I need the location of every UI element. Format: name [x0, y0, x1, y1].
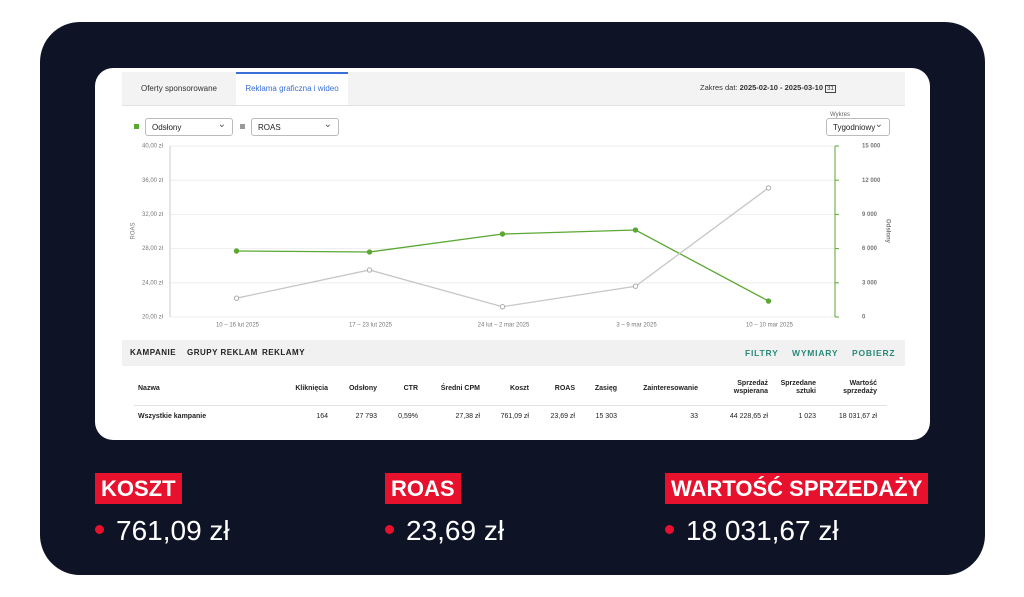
- x-tick-label: 10 – 16 lut 2025: [216, 323, 260, 329]
- cell: 18 031,67 zł: [838, 413, 877, 420]
- point: [765, 185, 772, 191]
- column-header: Sprzedaż wspierana: [733, 380, 768, 395]
- column-header: Zasięg: [594, 385, 617, 392]
- date-range[interactable]: Zakres dat: 2025-02-10 - 2025-03-10 31: [700, 83, 836, 93]
- point: [632, 283, 639, 289]
- column-header: CTR: [403, 385, 418, 392]
- y2-tick-label: 9 000: [862, 212, 878, 218]
- x-tick-label: 10 – 10 mar 2025: [746, 323, 794, 329]
- stat-value-text: 18 031,67 zł: [686, 515, 839, 546]
- column-header: Odsłony: [348, 385, 377, 392]
- metric-select[interactable]: Odsłony: [145, 116, 233, 136]
- chart-select-label: Wykres: [830, 112, 850, 118]
- y-tick-label: 36,00 zł: [142, 178, 164, 184]
- column-header: Zainteresowanie: [643, 385, 698, 392]
- column-header: Wartość sprzedaży: [843, 380, 877, 395]
- subtab[interactable]: GRUPY REKLAM: [187, 348, 258, 357]
- stat-value: 761,09 zł: [95, 515, 230, 547]
- y-axis-title: ROAS: [131, 222, 137, 239]
- point: [765, 298, 772, 304]
- cell: 164: [316, 413, 328, 420]
- card: [95, 68, 930, 440]
- cell: Wszystkie kampanie: [138, 413, 207, 420]
- column-header: Sprzedane sztuki: [780, 380, 816, 395]
- column-header: ROAS: [554, 385, 575, 392]
- y-tick-label: 40,00 zł: [142, 144, 164, 150]
- x-tick-label: 17 – 23 lut 2025: [349, 323, 393, 329]
- subtab[interactable]: KAMPANIE: [130, 348, 177, 357]
- chart: 20,00 zł 24,00 zł 28,00 zł 32,00 zł 36,00 zł…: [131, 144, 891, 329]
- point: [499, 231, 506, 237]
- tab-active[interactable]: Reklama graficzna i wideo: [236, 72, 348, 105]
- y-tick-label: 32,00 zł: [142, 212, 164, 218]
- row-divider: [134, 405, 887, 406]
- y2-tick-label: 12 000: [862, 178, 881, 184]
- point: [499, 304, 506, 310]
- stat-value: 23,69 zł: [385, 515, 504, 547]
- stat-value: 18 031,67 zł: [665, 515, 839, 547]
- tab[interactable]: Oferty sponsorowane: [140, 84, 218, 93]
- y2-tick-label: 3 000: [862, 280, 878, 286]
- cell: 761,09 zł: [500, 413, 529, 420]
- legend-swatch: [134, 124, 139, 129]
- column-header: Kliknięcia: [295, 385, 328, 392]
- action[interactable]: POBIERZ: [852, 348, 896, 358]
- point: [366, 267, 373, 273]
- stat-label: KOSZT: [95, 473, 182, 504]
- x-tick-label: 24 lut – 2 mar 2025: [478, 323, 530, 329]
- x-tick-label: 3 – 9 mar 2025: [616, 323, 657, 329]
- y-tick-label: 28,00 zł: [142, 246, 164, 252]
- y2-tick-label: 6 000: [862, 246, 878, 252]
- cell: 1 023: [798, 413, 816, 420]
- column-header: Nazwa: [138, 385, 160, 392]
- y2-tick-label: 0: [862, 315, 866, 321]
- cell: 0,59%: [398, 413, 418, 420]
- metric-select[interactable]: ROAS: [251, 116, 339, 136]
- calendar-icon[interactable]: 31: [825, 85, 836, 93]
- stat-label: WARTOŚĆ SPRZEDAŻY: [665, 473, 929, 504]
- point: [366, 249, 373, 255]
- cell: 33: [690, 413, 698, 420]
- stat-value-text: 761,09 zł: [116, 515, 230, 546]
- cell: 23,69 zł: [550, 413, 575, 420]
- action[interactable]: FILTRY: [745, 348, 779, 358]
- cell: 44 228,65 zł: [729, 413, 768, 420]
- y2-tick-label: 15 000: [862, 144, 881, 150]
- y-tick-label: 24,00 zł: [142, 280, 164, 286]
- cell: 15 303: [595, 413, 617, 420]
- stat-value-text: 23,69 zł: [406, 515, 505, 546]
- subtab-bar: [122, 340, 905, 366]
- date-label: Zakres dat:: [700, 83, 738, 92]
- cell: 27 793: [355, 413, 377, 420]
- series-line: [236, 187, 769, 308]
- cell: 27,38 zł: [455, 413, 480, 420]
- column-header: Średni CPM: [440, 385, 480, 392]
- series-line: [236, 229, 769, 302]
- subtab[interactable]: REKLAMY: [262, 348, 306, 357]
- legend-swatch: [240, 124, 245, 129]
- stat-label: ROAS: [385, 473, 461, 504]
- point: [233, 295, 240, 301]
- action[interactable]: WYMIARY: [792, 348, 839, 358]
- column-header: Koszt: [509, 385, 529, 392]
- point: [632, 227, 639, 233]
- date-value: 2025-02-10 - 2025-03-10: [739, 83, 824, 92]
- y2-axis-title: Odsłony: [884, 219, 890, 244]
- chart-select[interactable]: Tygodniowy: [826, 116, 890, 136]
- point: [233, 248, 240, 254]
- y-tick-label: 20,00 zł: [142, 315, 164, 321]
